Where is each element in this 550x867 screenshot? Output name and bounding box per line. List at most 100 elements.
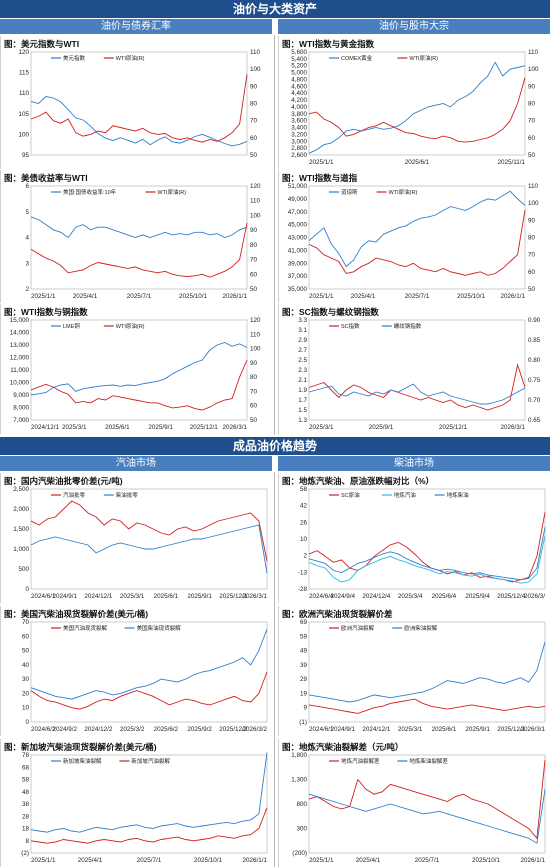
chart-title: 图：WTI指数与道指 <box>282 173 358 183</box>
left-tick-label: (1) <box>299 719 307 726</box>
left-tick-label: 2.9 <box>298 337 307 344</box>
left-tick-label: 8,000 <box>13 405 29 412</box>
legend-label: LME铜 <box>63 322 80 330</box>
x-tick-label: 2025/6/1 <box>105 424 130 431</box>
x-tick-label: 2025/6/1 <box>405 159 430 166</box>
left-tick-label: 4,600 <box>291 83 307 90</box>
subheader-diesel: 柴油市场 <box>278 456 550 471</box>
x-tick-label: 2025/12/1 <box>190 424 219 431</box>
x-tick-label: 2024/12/2 <box>84 726 113 733</box>
column-divider-top <box>274 35 275 435</box>
x-tick-label: 2025/9/1 <box>148 424 173 431</box>
left-tick-label: 58 <box>300 486 308 493</box>
right-tick-label: 0.65 <box>528 417 541 424</box>
series-line-1 <box>30 500 268 562</box>
right-tick-label: 0.80 <box>528 357 541 364</box>
left-tick-label: 1.3 <box>298 417 307 424</box>
right-tick-label: 90 <box>528 217 536 224</box>
plot-frame <box>308 51 526 156</box>
chart-title: 图：新加坡汽柴油现货裂解价差(美元/桶) <box>4 742 157 752</box>
series-line-2 <box>308 383 526 405</box>
left-tick-label: 2.7 <box>298 347 307 354</box>
left-tick-label: 49,000 <box>288 196 308 203</box>
plot-frame <box>308 185 526 290</box>
series-line-2 <box>30 74 248 143</box>
x-tick-label: 2025/6/2 <box>154 726 179 733</box>
legend-label: 美国:国债收益率:10年 <box>63 188 117 196</box>
right-tick-label: 60 <box>528 135 536 142</box>
left-tick-label: 60 <box>22 633 30 640</box>
left-tick-label: 1,500 <box>13 526 29 533</box>
x-tick-label: 2025/4/1 <box>356 857 381 864</box>
x-tick-label: 2025/3/1 <box>398 726 423 733</box>
left-tick-label: 1.5 <box>298 407 307 414</box>
left-tick-label: 5 <box>25 209 29 216</box>
left-tick-label: 500 <box>18 566 29 573</box>
legend-label: 汽油批零 <box>63 491 86 499</box>
left-tick-label: 38 <box>22 801 30 808</box>
right-tick-label: 50 <box>250 417 258 424</box>
chart-title: 图：美债收益率与WTI <box>4 173 88 183</box>
left-tick-label: 2,000 <box>13 506 29 513</box>
left-tick-label: 9 <box>303 705 307 712</box>
legend-label: 欧洲柴油裂解 <box>404 624 438 632</box>
right-tick-label: 110 <box>250 198 261 205</box>
x-tick-label: 2024/6/1 <box>309 726 334 733</box>
x-tick-label: 2025/9/1 <box>465 726 490 733</box>
left-tick-label: 4 <box>25 235 29 242</box>
left-tick-label: -28 <box>298 586 308 593</box>
x-tick-label: 2025/1/1 <box>309 857 334 864</box>
left-tick-label: 5,000 <box>291 70 307 77</box>
left-tick-label: 2,800 <box>291 145 307 152</box>
right-tick-label: 50 <box>528 152 536 159</box>
plot-frame <box>30 51 248 156</box>
left-tick-label: 8 <box>25 838 29 845</box>
left-tick-label: 40 <box>22 662 30 669</box>
left-tick-label: 30 <box>22 676 30 683</box>
left-tick-label: 100 <box>18 131 29 138</box>
left-tick-label: 18 <box>22 826 30 833</box>
left-tick-label: 2,500 <box>13 486 29 493</box>
x-tick-label: 2025/3/2 <box>120 726 145 733</box>
left-tick-label: 3,800 <box>291 111 307 118</box>
legend-label: 道琼斯 <box>341 188 358 196</box>
x-tick-label: 2025/7/1 <box>137 857 162 864</box>
left-tick-label: 20 <box>22 690 30 697</box>
left-tick-label: 120 <box>18 49 29 56</box>
x-tick-label: 2025/3/1 <box>309 424 334 431</box>
left-tick-label: 1.9 <box>298 387 307 394</box>
series-line-2 <box>30 807 268 844</box>
right-tick-label: 100 <box>528 66 539 73</box>
chart-title: 图：欧洲汽柴油现货裂解价差 <box>282 609 393 619</box>
chart-svg-p11: 78 68 58 48 38 28 18 8 (2)2025/1/1 2025/4/1 2025/7… <box>21 752 268 864</box>
left-tick-label: 5,400 <box>291 56 307 63</box>
legend-label: 柴油批零 <box>116 491 139 499</box>
left-tick-label: 0 <box>25 719 29 726</box>
right-tick-label: 80 <box>528 235 536 242</box>
left-tick-label: 2,600 <box>291 152 307 159</box>
series-line-1 <box>308 363 526 411</box>
x-tick-label: 2025/9/2 <box>187 726 212 733</box>
x-tick-label: 2025/10/1 <box>472 857 501 864</box>
left-tick-label: 300 <box>296 826 307 833</box>
right-tick-label: 70 <box>250 388 258 395</box>
chart-panel-p4: 图：WTI指数与道指 51,000 49,000 47,000 45,000 43,000… <box>278 170 550 303</box>
x-tick-label: 2024/6/4 <box>309 593 334 600</box>
chart-panel-p7: 图：国内汽柴油批零价差(元/吨) 2,500 2,000 1,500 1,000 500 0… <box>0 473 273 603</box>
left-tick-label: 28 <box>22 813 30 820</box>
x-tick-label: 2024/6/2 <box>31 726 56 733</box>
x-tick-label: 2024/9/2 <box>52 726 77 733</box>
right-tick-label: 50 <box>250 152 258 159</box>
x-tick-label: 2024/12/1 <box>84 593 113 600</box>
x-tick-label: 2025/9/1 <box>369 424 394 431</box>
series-line-1 <box>30 671 268 710</box>
left-tick-label: 37,000 <box>288 273 308 280</box>
legend-label: WTI原油(R) <box>389 188 418 196</box>
x-tick-label: 2025/10/1 <box>194 857 223 864</box>
left-tick-label: 13,000 <box>10 342 30 349</box>
left-tick-label: 4,000 <box>291 104 307 111</box>
legend-label: WTI原油(R) <box>409 54 438 62</box>
x-tick-label: 2024/12/1 <box>31 424 60 431</box>
right-tick-label: 0.70 <box>528 397 541 404</box>
legend-label: 新加坡柴油裂解 <box>63 757 102 765</box>
